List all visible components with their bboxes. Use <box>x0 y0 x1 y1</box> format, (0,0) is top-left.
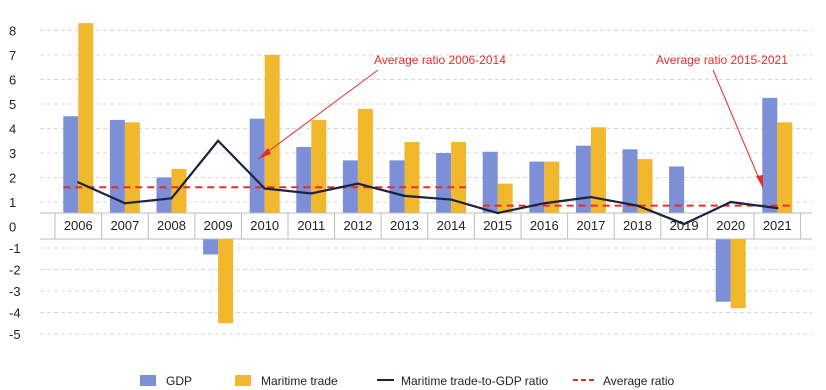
bar-gdp-2006 <box>63 116 79 227</box>
ratio-point-2012 <box>356 182 360 185</box>
legend-label-average: Average ratio <box>603 374 674 388</box>
bar-maritime-trade-2017 <box>590 127 606 227</box>
bar-gdp-2018 <box>622 149 638 227</box>
bar-maritime-trade-2009 <box>218 226 234 324</box>
ratio-point-2011 <box>310 192 313 195</box>
bar-gdp-2007 <box>109 119 125 227</box>
ratio-line <box>77 139 779 226</box>
ratio-point-2015 <box>496 211 499 215</box>
x-tick-2008: 2008 <box>157 218 186 233</box>
x-tick-2021: 2021 <box>763 218 792 233</box>
ratio-point-2007 <box>123 202 127 205</box>
bar-maritime-trade-2016 <box>544 161 560 227</box>
y-tick--3: -3 <box>9 284 21 299</box>
annotation-2006-2014: Average ratio 2006-2014 <box>374 53 506 67</box>
y-tick-0: 0 <box>9 220 16 235</box>
y-axis-ticks: -5 -4 -3 -2 -1 0 1 2 3 4 5 6 7 8 <box>9 24 21 343</box>
x-tick-2007: 2007 <box>110 218 139 233</box>
bar-gdp-2016 <box>529 161 545 227</box>
ratio-series-line <box>77 139 778 226</box>
x-tick-2015: 2015 <box>483 218 512 233</box>
y-tick--1: -1 <box>9 241 21 256</box>
y-tick-6: 6 <box>9 73 16 88</box>
category-band-bg <box>40 213 812 239</box>
legend: GDP Maritime trade Maritime trade-to-GDP… <box>140 374 674 388</box>
annotations: Average ratio 2006-2014 Average ratio 20… <box>257 53 788 189</box>
bar-maritime-trade-2021 <box>777 122 793 227</box>
ratio-point-2014 <box>449 198 453 201</box>
annotation-2015-2021: Average ratio 2015-2021 <box>656 53 788 67</box>
x-tick-2006: 2006 <box>64 218 93 233</box>
ratio-point-2006 <box>77 181 80 184</box>
bar-maritime-trade-2013 <box>404 141 420 227</box>
x-tick-2020: 2020 <box>716 218 745 233</box>
y-tick--2: -2 <box>9 263 21 278</box>
x-tick-2009: 2009 <box>204 218 233 233</box>
bar-maritime-trade-2007 <box>124 122 140 227</box>
bar-gdp-2010 <box>249 118 265 227</box>
legend-swatch-gdp <box>140 375 156 386</box>
bar-maritime-trade-2006 <box>78 23 94 227</box>
legend-label-gdp: GDP <box>166 374 192 388</box>
ratio-point-2017 <box>589 195 593 199</box>
x-tick-2011: 2011 <box>297 218 325 233</box>
x-tick-2014: 2014 <box>437 218 466 233</box>
y-tick-5: 5 <box>9 97 16 112</box>
ratio-point-2010 <box>263 187 266 190</box>
bar-maritime-trade-2014 <box>451 141 467 227</box>
ratio-point-2013 <box>403 194 406 198</box>
legend-swatch-maritime-trade <box>235 375 251 386</box>
annotation-arrowhead-2015-2021 <box>756 175 763 188</box>
bar-gdp-2012 <box>342 160 358 227</box>
bar-maritime-trade-2010 <box>264 55 280 227</box>
y-tick-1: 1 <box>9 195 16 210</box>
y-tick-2: 2 <box>9 171 16 186</box>
ratio-point-2020 <box>729 200 732 204</box>
y-tick-8: 8 <box>9 24 16 39</box>
bar-maritime-trade-2020 <box>730 226 746 309</box>
annotation-arrowhead-2006-2014 <box>258 148 271 159</box>
x-tick-2017: 2017 <box>576 218 605 233</box>
annotation-arrow-2015-2021 <box>712 69 764 189</box>
ratio-point-2021 <box>776 206 779 210</box>
y-tick--4: -4 <box>9 306 21 321</box>
bar-gdp-2014 <box>436 153 452 227</box>
y-tick-4: 4 <box>9 122 16 137</box>
x-tick-2012: 2012 <box>343 218 372 233</box>
ratio-point-2018 <box>636 204 639 207</box>
bars <box>63 23 793 324</box>
x-tick-2018: 2018 <box>623 218 652 233</box>
bar-maritime-trade-2012 <box>357 108 373 227</box>
annotation-arrow-2006-2014 <box>257 69 379 160</box>
bar-maritime-trade-2011 <box>311 119 327 227</box>
x-tick-2013: 2013 <box>390 218 419 233</box>
ratio-point-2009 <box>216 139 220 142</box>
y-tick-7: 7 <box>9 48 16 63</box>
legend-label-maritime-trade: Maritime trade <box>261 374 338 388</box>
y-tick-3: 3 <box>9 146 16 161</box>
bar-gdp-2019 <box>669 166 685 227</box>
x-tick-2010: 2010 <box>250 218 279 233</box>
legend-label-ratio: Maritime trade-to-GDP ratio <box>401 374 548 388</box>
bar-gdp-2020 <box>715 226 731 302</box>
bar-gdp-2015 <box>482 151 498 227</box>
ratio-point-2008 <box>170 197 173 200</box>
bar-gdp-2021 <box>762 97 778 227</box>
gridlines <box>40 30 812 335</box>
y-tick--5: -5 <box>9 327 21 342</box>
category-band: 2006 2007 2008 2009 2010 2011 2012 2013 2014 2015… <box>40 212 812 240</box>
ratio-point-2016 <box>543 202 546 205</box>
x-tick-2016: 2016 <box>530 218 559 233</box>
ratio-point-2019 <box>682 222 686 226</box>
